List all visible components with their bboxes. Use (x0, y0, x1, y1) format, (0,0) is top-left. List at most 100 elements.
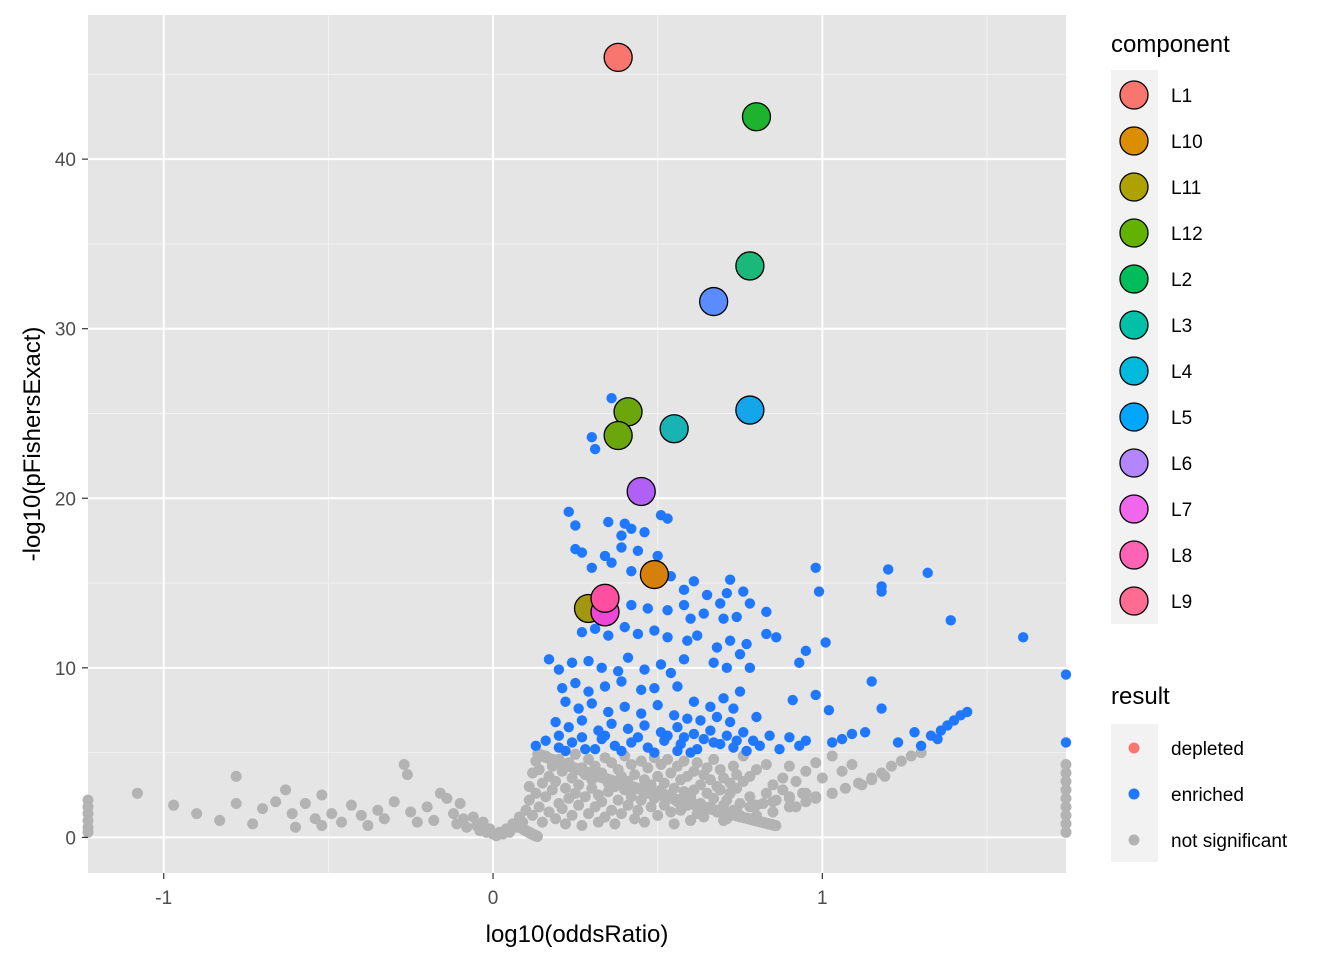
not-significant-point (708, 792, 720, 804)
not-significant-point (543, 806, 555, 818)
enriched-point (685, 747, 696, 758)
not-significant-point (879, 770, 891, 782)
enriched-point (1060, 669, 1072, 680)
not-significant-point (757, 817, 769, 829)
enriched-point (909, 727, 920, 738)
enriched-point (563, 506, 574, 518)
enriched-point (583, 655, 594, 667)
enriched-point (1017, 632, 1029, 643)
not-significant-point (599, 811, 611, 823)
not-significant-point (600, 773, 612, 785)
not-significant-point (586, 782, 598, 794)
not-significant-point (640, 785, 652, 797)
enriched-point (586, 562, 598, 573)
legend-key-l12 (1119, 218, 1149, 248)
enriched-point (741, 745, 752, 757)
enriched-point (688, 576, 700, 587)
legend-component-title: component (1111, 31, 1230, 58)
legend-label-l9: L9 (1171, 592, 1192, 613)
enriched-point (823, 705, 835, 716)
legend-result-title: result (1111, 683, 1170, 710)
enriched-point (662, 632, 673, 643)
enriched-point (599, 681, 611, 692)
enriched-point (603, 630, 614, 641)
not-significant-point (693, 800, 705, 812)
not-significant-point (816, 772, 828, 784)
component-points (573, 42, 772, 627)
enriched-point (721, 662, 733, 674)
not-significant-point (388, 796, 400, 808)
enriched-point (616, 745, 627, 757)
enriched-point (576, 732, 588, 743)
not-significant-point (652, 770, 664, 782)
enriched-point (580, 744, 591, 755)
enriched-point (718, 613, 729, 624)
legend-key-l11 (1119, 172, 1149, 202)
enriched-point (616, 676, 627, 687)
legend-component: component L1 L10 L11 L12 L2 L3 L4 L5 L6 L7 L8 L9 (1111, 31, 1230, 624)
legend-label-l1: L1 (1171, 86, 1192, 107)
not-significant-point (615, 777, 627, 789)
legend-label-l10: L10 (1171, 132, 1203, 153)
enriched-point (724, 716, 736, 728)
enriched-point (711, 642, 723, 653)
enriched-point (915, 740, 927, 752)
enriched-point (922, 567, 933, 579)
not-significant-point (428, 814, 440, 826)
enriched-point (718, 693, 729, 704)
not-significant-point (247, 818, 259, 830)
not-significant-point (744, 770, 756, 782)
legend-label-l4: L4 (1171, 362, 1193, 383)
enriched-point (678, 584, 690, 596)
not-significant-point (536, 777, 548, 789)
enriched-point (563, 721, 574, 733)
enriched-point (685, 613, 696, 624)
not-significant-point (530, 787, 542, 799)
enriched-point (744, 662, 756, 674)
enriched-point (573, 703, 584, 714)
enriched-point (599, 550, 611, 562)
enriched-point (603, 706, 614, 718)
enriched-point (764, 730, 775, 741)
not-significant-point (362, 820, 374, 832)
not-significant-point (622, 799, 634, 811)
not-significant-point (757, 797, 769, 809)
enriched-point (724, 574, 736, 585)
enriched-point (688, 696, 700, 707)
not-significant-point (1060, 775, 1072, 787)
legend-result: result depleted enriched not significant (1111, 683, 1288, 862)
not-significant-point (885, 760, 897, 772)
enriched-point (810, 562, 821, 573)
not-significant-point (905, 750, 917, 762)
enriched-point (649, 682, 660, 694)
enriched-point (655, 659, 667, 670)
not-significant-point (477, 816, 489, 828)
not-significant-point (839, 782, 851, 794)
enriched-point (747, 735, 759, 746)
not-significant-point (559, 782, 571, 794)
enriched-point (715, 598, 726, 609)
enriched-point (576, 715, 588, 726)
component-point-l4 (659, 414, 689, 444)
not-significant-point (378, 813, 390, 825)
not-significant-point (566, 772, 578, 784)
not-significant-point (609, 818, 621, 830)
not-significant-point (708, 753, 720, 765)
not-significant-point (131, 787, 143, 799)
legend-key-depleted (1128, 742, 1140, 754)
enriched-point (553, 730, 565, 741)
enriched-point (556, 682, 568, 694)
component-point-l3 (735, 251, 765, 281)
legend-key-l8 (1119, 540, 1149, 570)
not-significant-point (658, 777, 670, 789)
enriched-point (596, 662, 607, 674)
not-significant-point (230, 770, 242, 782)
enriched-point (734, 686, 746, 697)
not-significant-point (744, 801, 756, 813)
enriched-point (682, 635, 693, 646)
enriched-point (859, 727, 871, 738)
y-axis-title: -log10(pFishersExact) (19, 327, 46, 562)
enriched-point (738, 727, 749, 738)
enriched-point (668, 710, 680, 721)
not-significant-points (82, 747, 1072, 843)
